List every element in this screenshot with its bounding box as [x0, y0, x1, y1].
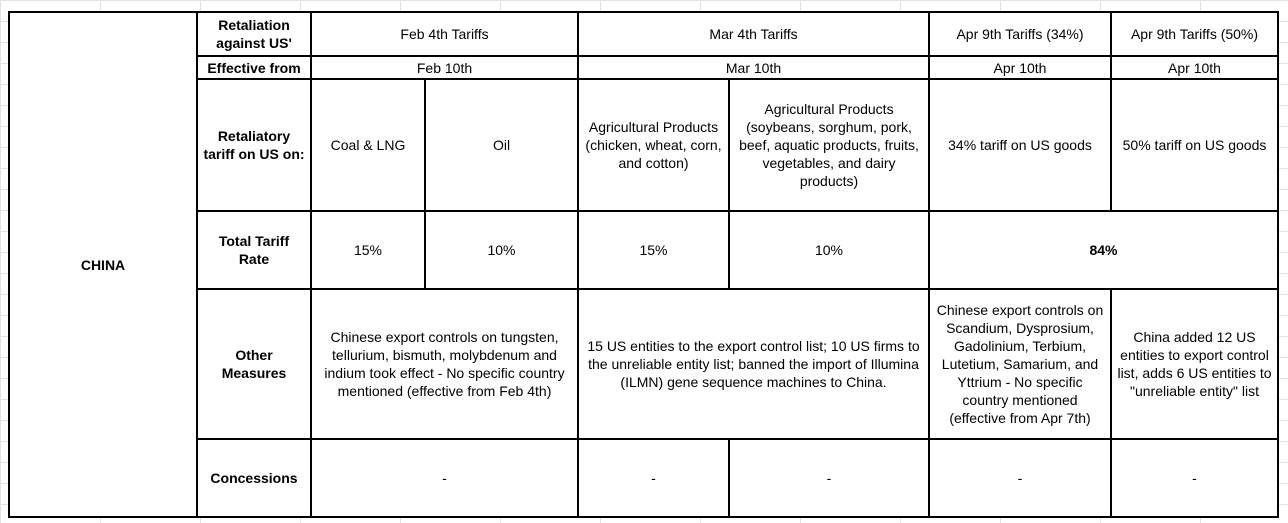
row-label: Concessions: [196, 438, 312, 518]
cell: Mar 10th: [577, 55, 930, 80]
cell: 10%: [424, 210, 579, 290]
cell: -: [1110, 438, 1279, 518]
cell: Oil: [424, 78, 579, 212]
cell: Chinese export controls on Scandium, Dys…: [928, 288, 1112, 440]
cell: 50% tariff on US goods: [1110, 78, 1279, 212]
row-label: Other Measures: [196, 288, 312, 440]
cell: 15%: [577, 210, 730, 290]
cell: Chinese export controls on tungsten, tel…: [310, 288, 579, 440]
row-label: Effective from: [196, 55, 312, 80]
cell: -: [728, 438, 930, 518]
column-header: Feb 4th Tariffs: [310, 11, 579, 57]
cell: China added 12 US entities to export con…: [1110, 288, 1279, 440]
cell: Agricultural Products (chicken, wheat, c…: [577, 78, 730, 212]
cell: 10%: [728, 210, 930, 290]
cell: Coal & LNG: [310, 78, 426, 212]
cell: 15 US entities to the export control lis…: [577, 288, 930, 440]
cell: 34% tariff on US goods: [928, 78, 1112, 212]
cell: -: [310, 438, 579, 518]
column-header: Apr 9th Tariffs (50%): [1110, 11, 1279, 57]
tariff-table: CHINA Retaliation against US' Feb 4th Ta…: [8, 11, 1279, 518]
cell: Agricultural Products (soybeans, sorghum…: [728, 78, 930, 212]
cell: 84%: [928, 210, 1279, 290]
row-label: Total Tariff Rate: [196, 210, 312, 290]
region: CHINA: [8, 11, 198, 518]
column-header: Apr 9th Tariffs (34%): [928, 11, 1112, 57]
cell: 15%: [310, 210, 426, 290]
cell: Apr 10th: [1110, 55, 1279, 80]
cell: -: [928, 438, 1112, 518]
cell: -: [577, 438, 730, 518]
row-label: Retaliatory tariff on US on:: [196, 78, 312, 212]
column-header: Mar 4th Tariffs: [577, 11, 930, 57]
cell: Apr 10th: [928, 55, 1112, 80]
row-label: Retaliation against US': [196, 11, 312, 57]
cell: Feb 10th: [310, 55, 579, 80]
